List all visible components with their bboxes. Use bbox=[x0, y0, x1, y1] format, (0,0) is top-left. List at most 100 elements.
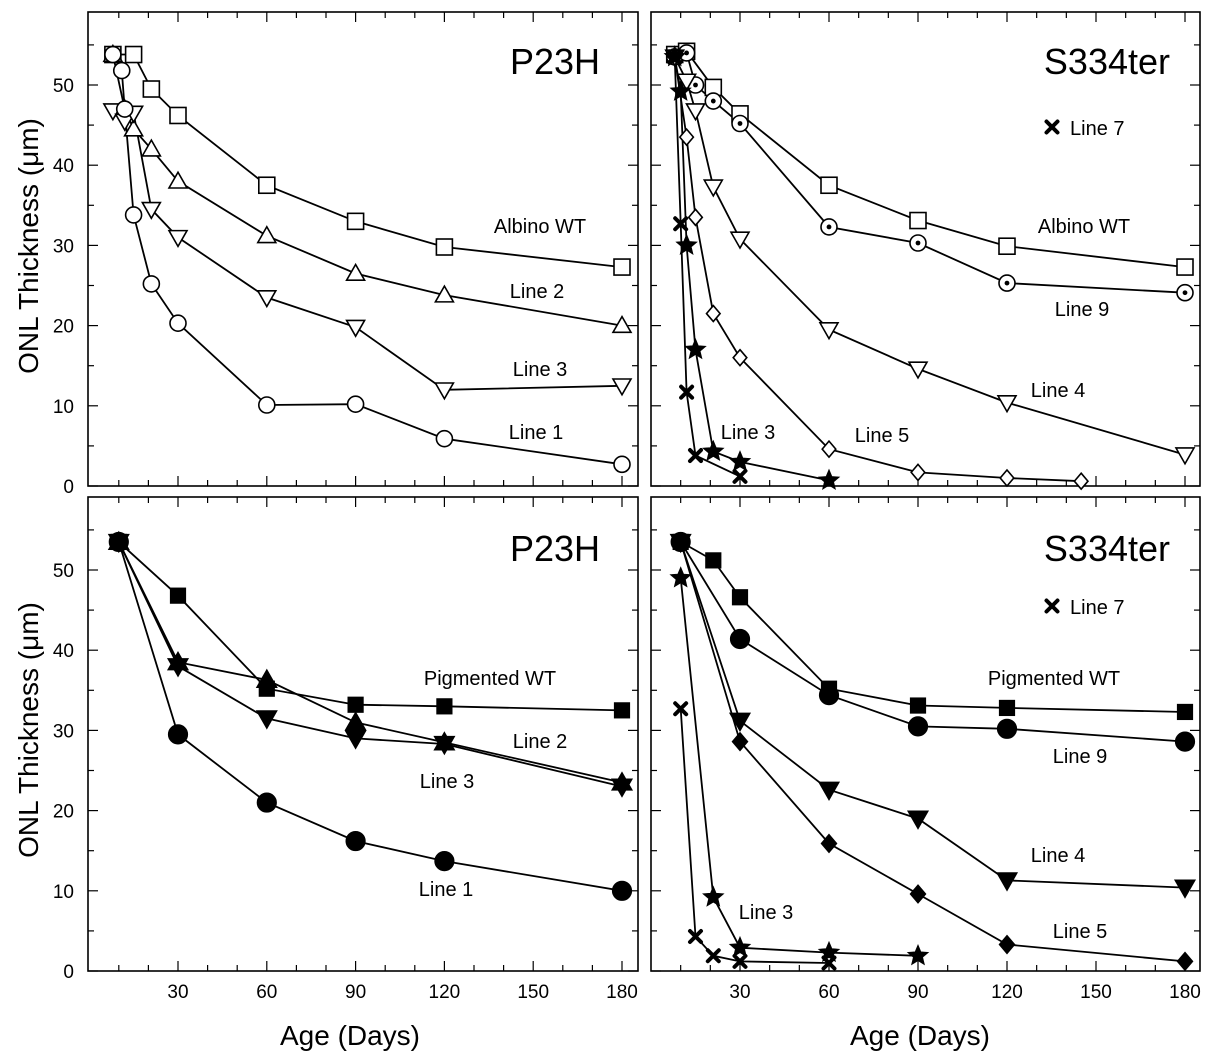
series-line-line-3 bbox=[117, 541, 623, 788]
data-point-line-2 bbox=[123, 118, 144, 137]
data-point-line-3 bbox=[256, 289, 278, 309]
data-point-line-3 bbox=[611, 378, 633, 397]
data-point-line-7 bbox=[732, 468, 748, 484]
data-point-pigmented-wt bbox=[998, 699, 1016, 717]
data-point-line-3 bbox=[669, 79, 692, 101]
series-label-line-4: Line 4 bbox=[1031, 845, 1086, 867]
series-label-line-1: Line 1 bbox=[509, 422, 564, 444]
data-point-albino-wt bbox=[169, 106, 187, 125]
data-point-albino-wt bbox=[124, 45, 143, 64]
data-point-line-4 bbox=[1173, 879, 1197, 899]
x-axis-title-left: Age (Days) bbox=[280, 1020, 420, 1051]
data-point-line-1 bbox=[613, 455, 631, 474]
data-point-line-4 bbox=[907, 361, 929, 380]
data-point-line-4 bbox=[995, 872, 1019, 892]
data-point-line-4 bbox=[906, 810, 930, 830]
y-tick-label: 40 bbox=[53, 156, 74, 177]
data-point-line-1 bbox=[104, 45, 122, 64]
data-point-line-5 bbox=[672, 532, 690, 552]
data-point-pigmented-wt bbox=[705, 552, 722, 569]
data-point-line-7 bbox=[821, 955, 837, 971]
legend-marker-line-7 bbox=[1044, 598, 1060, 614]
series-line-3 bbox=[112, 110, 623, 391]
data-point-line-5 bbox=[998, 934, 1016, 955]
data-point-line-4 bbox=[817, 781, 841, 801]
data-point-line-7 bbox=[688, 929, 703, 945]
data-point-line-1 bbox=[434, 851, 455, 872]
data-point-line-1 bbox=[345, 830, 366, 852]
x-tick-label: 120 bbox=[991, 982, 1023, 1003]
data-point-line-3 bbox=[610, 778, 634, 798]
data-point-line-4 bbox=[702, 179, 724, 198]
series-line-1 bbox=[112, 54, 623, 466]
data-point-line-7 bbox=[667, 49, 683, 65]
data-point-line-7 bbox=[688, 448, 703, 464]
data-point-pigmented-wt bbox=[169, 587, 187, 604]
data-point-line-7 bbox=[705, 948, 721, 964]
series-label-line-4: Line 4 bbox=[1031, 380, 1086, 402]
data-point-line-3 bbox=[728, 935, 752, 958]
data-point-albino-wt bbox=[1176, 258, 1194, 276]
series-line-line-9 bbox=[674, 51, 1186, 294]
data-point-line-3 bbox=[702, 439, 725, 462]
y-axis-title-bottom: ONL Thickness (μm) bbox=[13, 602, 44, 858]
series-line-line-1 bbox=[117, 541, 623, 892]
y-tick-label: 20 bbox=[53, 802, 74, 823]
y-tick-label: 0 bbox=[63, 477, 74, 498]
data-point-albino-wt bbox=[820, 176, 838, 195]
series-line-line-5 bbox=[679, 541, 1186, 963]
data-point-albino-wt bbox=[142, 80, 161, 98]
data-point-line-5 bbox=[1176, 951, 1194, 972]
series-markers-line-9 bbox=[665, 44, 1194, 302]
y-axis-title-top: ONL Thickness (μm) bbox=[13, 118, 44, 374]
series-line-line-1 bbox=[112, 54, 623, 466]
data-point-line-5 bbox=[999, 468, 1015, 488]
panel-title: S334ter bbox=[1044, 528, 1170, 569]
data-point-pigmented-wt bbox=[436, 698, 453, 715]
plot-frame bbox=[650, 496, 1201, 972]
series-line-line-4 bbox=[679, 541, 1186, 889]
data-point-line-5 bbox=[678, 127, 695, 147]
x-tick-label: 30 bbox=[729, 982, 750, 1003]
data-point-line-2 bbox=[140, 138, 162, 157]
x-axis-title-right: Age (Days) bbox=[850, 1020, 990, 1051]
data-point-line-4 bbox=[685, 103, 706, 122]
x-tick-label: 150 bbox=[1080, 982, 1112, 1003]
data-point-line-9 bbox=[818, 685, 840, 706]
series-pigmented-wt bbox=[118, 541, 623, 712]
legend-marker-line-7 bbox=[1044, 119, 1060, 135]
x-tick-label: 90 bbox=[345, 982, 366, 1003]
series-line-3 bbox=[117, 541, 623, 788]
data-point-line-3 bbox=[433, 735, 456, 756]
data-point-line-1 bbox=[346, 395, 365, 413]
x-tick-label: 60 bbox=[818, 982, 839, 1003]
series-line-pigmented-wt bbox=[118, 541, 623, 712]
series-line-line-2 bbox=[117, 541, 623, 784]
series-markers-line-1 bbox=[108, 531, 633, 901]
plot-frame bbox=[87, 496, 639, 972]
data-point-albino-wt bbox=[613, 258, 631, 276]
series-line-2 bbox=[117, 541, 623, 784]
data-point-line-5 bbox=[820, 833, 838, 854]
data-point-line-3 bbox=[344, 730, 367, 750]
data-point-line-7 bbox=[679, 384, 695, 400]
data-point-line-1 bbox=[142, 275, 161, 293]
data-point-line-3 bbox=[906, 944, 930, 966]
data-point-line-5 bbox=[910, 463, 926, 482]
data-point-line-4 bbox=[996, 395, 1018, 414]
y-tick-label: 0 bbox=[63, 962, 74, 983]
data-point-line-4 bbox=[676, 73, 697, 92]
data-point-line-5 bbox=[909, 884, 927, 904]
data-point-line-3 bbox=[817, 468, 841, 490]
panel-title: P23H bbox=[510, 528, 600, 569]
series-markers-line-3 bbox=[102, 103, 633, 401]
series-line-7 bbox=[679, 708, 830, 964]
data-point-line-2 bbox=[345, 262, 366, 282]
data-point-line-1 bbox=[108, 531, 129, 553]
data-point-line-1 bbox=[169, 314, 187, 332]
data-point-line-5 bbox=[1073, 471, 1090, 491]
x-tick-label: 150 bbox=[517, 982, 549, 1003]
series-label-pigmented-wt: Pigmented WT bbox=[424, 668, 556, 690]
data-point-pigmented-wt bbox=[731, 589, 749, 606]
legend-entry-line-7: Line 7 bbox=[1044, 118, 1125, 140]
